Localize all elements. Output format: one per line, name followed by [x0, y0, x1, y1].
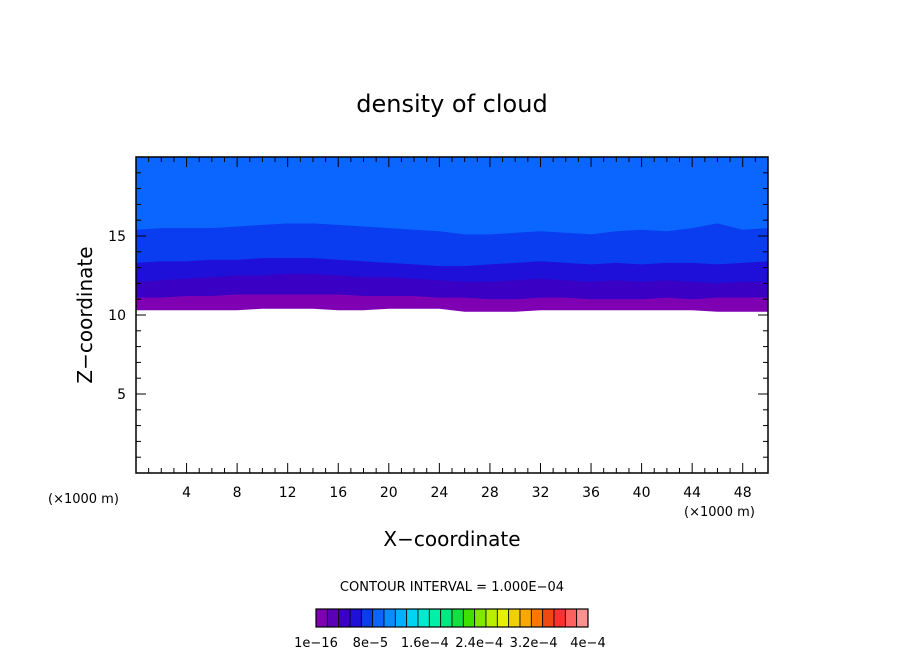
x-tick-label: 28: [481, 485, 499, 501]
y-tick-label: 15: [108, 229, 126, 245]
contour-bands: [136, 157, 768, 312]
colorbar-swatch: [508, 608, 521, 628]
x-tick-label: 16: [329, 485, 347, 501]
colorbar-swatch: [519, 608, 532, 628]
x-tick-label: 8: [233, 485, 242, 501]
colorbar-swatch: [440, 608, 453, 628]
colorbar-swatch: [451, 608, 464, 628]
axis-ticks: [136, 157, 768, 473]
colorbar-swatch: [496, 608, 510, 628]
y-tick-labels: 5 10 15: [108, 229, 126, 403]
colorbar-label: 4e−4: [570, 636, 605, 651]
x-tick-label: 32: [532, 485, 550, 501]
x-tick-labels: 4 8 12 16 20 24 28 32 36 40 44 48: [182, 485, 752, 501]
x-tick-label: 24: [430, 485, 448, 501]
colorbar-swatch: [394, 608, 408, 628]
chart-title: density of cloud: [356, 90, 547, 118]
colorbar-swatch: [542, 608, 555, 628]
y-tick-label: 5: [117, 387, 126, 403]
colorbar-swatch: [315, 608, 328, 628]
colorbar-swatch: [406, 608, 419, 628]
contour-band-4: [136, 157, 768, 235]
x-tick-label: 12: [279, 485, 297, 501]
x-tick-label: 48: [734, 485, 752, 501]
colorbar-label: 1.6e−4: [401, 636, 449, 651]
colorbar-swatch: [530, 608, 544, 628]
y-tick-label: 10: [108, 308, 126, 324]
colorbar-swatch: [326, 608, 340, 628]
colorbar-label: 3.2e−4: [510, 636, 558, 651]
contour-interval-label: CONTOUR INTERVAL = 1.000E−04: [340, 580, 564, 595]
colorbar-label: 2.4e−4: [455, 636, 503, 651]
colorbar-swatch: [372, 608, 385, 628]
colorbar-swatch: [383, 608, 396, 628]
x-tick-label: 36: [582, 485, 600, 501]
colorbar-label: 1e−16: [294, 636, 338, 651]
colorbar-swatch: [553, 608, 566, 628]
colorbar-swatch: [338, 608, 351, 628]
colorbar-swatch: [462, 608, 476, 628]
colorbar-labels: 1e−16 8e−5 1.6e−4 2.4e−4 3.2e−4 4e−4: [294, 636, 606, 651]
colorbar-label: 8e−5: [353, 636, 388, 651]
colorbar-swatch: [576, 608, 589, 628]
x-tick-label: 44: [683, 485, 701, 501]
x-unit-right: (×1000 m): [684, 505, 755, 520]
colorbar-frame: [315, 608, 589, 628]
colorbar-swatch: [485, 608, 498, 628]
x-tick-label: 40: [633, 485, 651, 501]
colorbar: [315, 608, 589, 628]
x-tick-label: 4: [182, 485, 191, 501]
x-unit-left: (×1000 m): [48, 492, 119, 507]
colorbar-swatch: [360, 608, 374, 628]
colorbar-swatch: [349, 608, 362, 628]
colorbar-swatch: [417, 608, 430, 628]
y-axis-label: Z−coordinate: [73, 246, 97, 383]
colorbar-swatch: [564, 608, 578, 628]
colorbar-swatch: [428, 608, 442, 628]
x-tick-label: 20: [380, 485, 398, 501]
colorbar-swatch: [474, 608, 487, 628]
x-axis-label: X−coordinate: [383, 527, 520, 551]
